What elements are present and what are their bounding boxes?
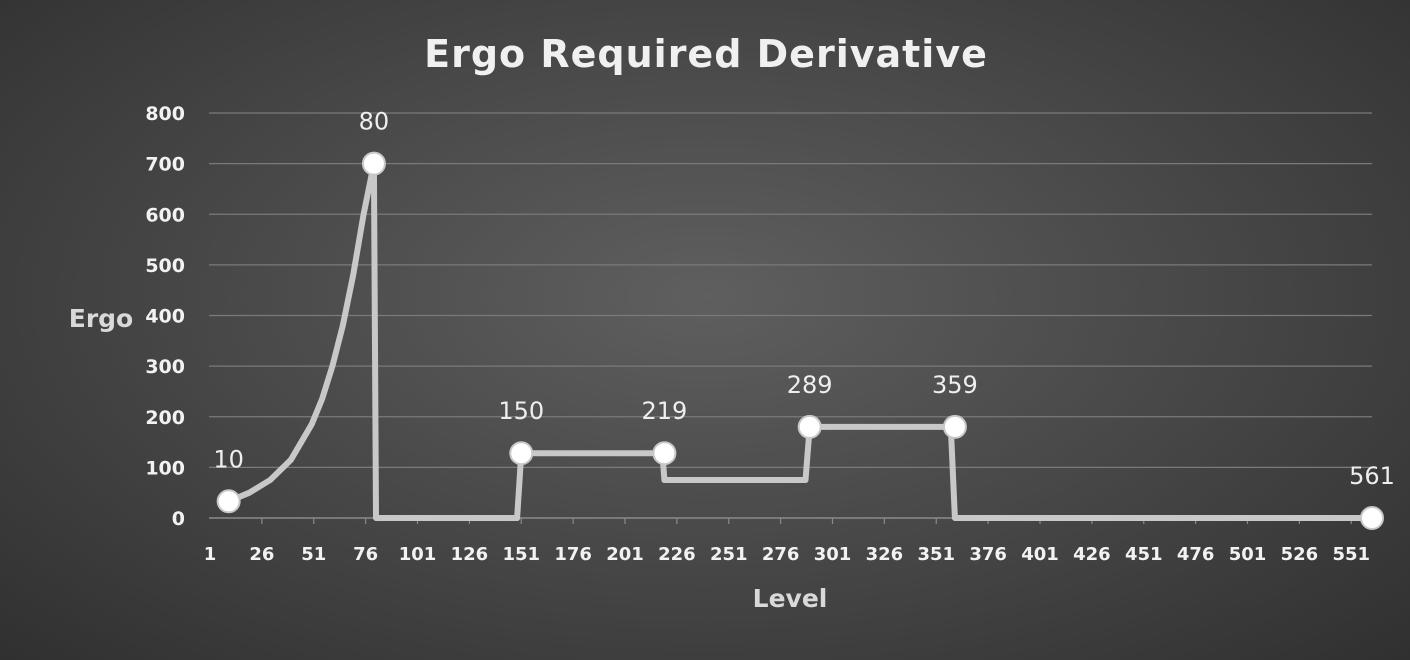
x-tick-label: 351: [917, 544, 955, 565]
y-tick-label: 600: [145, 204, 185, 226]
y-tick-label: 700: [145, 154, 185, 176]
x-tick-label: 201: [606, 544, 644, 565]
data-point: [509, 441, 534, 466]
data-label: 219: [642, 397, 688, 425]
x-tick-label: 426: [1073, 544, 1111, 565]
x-tick-label: 126: [451, 544, 489, 565]
data-label: 359: [932, 371, 978, 399]
y-axis-ticks: 0 100 200 300 400 500 600 700 800: [145, 103, 185, 530]
series-line: [225, 160, 1375, 521]
x-tick-label: 451: [1125, 544, 1163, 565]
gridlines: [209, 112, 1372, 468]
x-tick-label: 76: [353, 544, 378, 565]
x-tick-label: 151: [502, 544, 540, 565]
y-tick-label: 200: [145, 407, 185, 429]
y-tick-label: 800: [145, 103, 185, 125]
x-tick-label: 476: [1177, 544, 1215, 565]
y-tick-label: 400: [145, 306, 185, 328]
x-tick-label: 51: [301, 544, 326, 565]
x-axis-title: Level: [753, 584, 828, 613]
data-point: [942, 414, 967, 439]
data-point: [361, 151, 386, 176]
data-label: 150: [498, 397, 544, 425]
data-markers: [216, 151, 1384, 530]
x-tick-label: 1: [204, 544, 217, 565]
data-label: 561: [1349, 462, 1395, 490]
x-tick-label: 301: [814, 544, 852, 565]
x-tick-label: 501: [1229, 544, 1267, 565]
data-label: 80: [359, 108, 390, 136]
x-tick-label: 101: [399, 544, 437, 565]
data-point: [797, 414, 822, 439]
y-tick-label: 500: [145, 255, 185, 277]
x-tick-label: 376: [969, 544, 1007, 565]
x-tick-label: 551: [1332, 544, 1370, 565]
y-axis-title: Ergo: [69, 304, 133, 333]
data-label: 10: [213, 445, 244, 473]
x-axis-ticks: 1 26 51 76 101 126 151 176 201 226 251 276 301 326 351…: [204, 518, 1370, 565]
x-tick-label: 176: [554, 544, 592, 565]
x-tick-label: 26: [249, 544, 274, 565]
x-tick-label: 226: [658, 544, 696, 565]
chart-title: Ergo Required Derivative: [424, 32, 988, 76]
y-tick-label: 300: [145, 356, 185, 378]
y-tick-label: 100: [145, 457, 185, 479]
x-tick-label: 251: [710, 544, 748, 565]
data-point: [216, 489, 241, 514]
data-labels: 10 80 150 219 289 359 561: [213, 108, 1395, 490]
data-point: [652, 441, 677, 466]
x-tick-label: 401: [1021, 544, 1059, 565]
x-tick-label: 526: [1281, 544, 1319, 565]
x-tick-label: 326: [866, 544, 904, 565]
x-tick-label: 276: [762, 544, 800, 565]
y-tick-label: 0: [172, 508, 185, 530]
data-label: 289: [787, 371, 833, 399]
data-point: [1360, 506, 1384, 530]
